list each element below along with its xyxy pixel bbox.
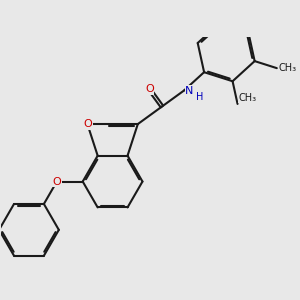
Text: H: H [196, 92, 203, 101]
Text: O: O [145, 84, 154, 94]
Text: O: O [83, 119, 92, 129]
Text: CH₃: CH₃ [239, 93, 257, 103]
Text: O: O [52, 176, 61, 187]
Text: N: N [185, 85, 194, 95]
Text: CH₃: CH₃ [278, 63, 296, 73]
